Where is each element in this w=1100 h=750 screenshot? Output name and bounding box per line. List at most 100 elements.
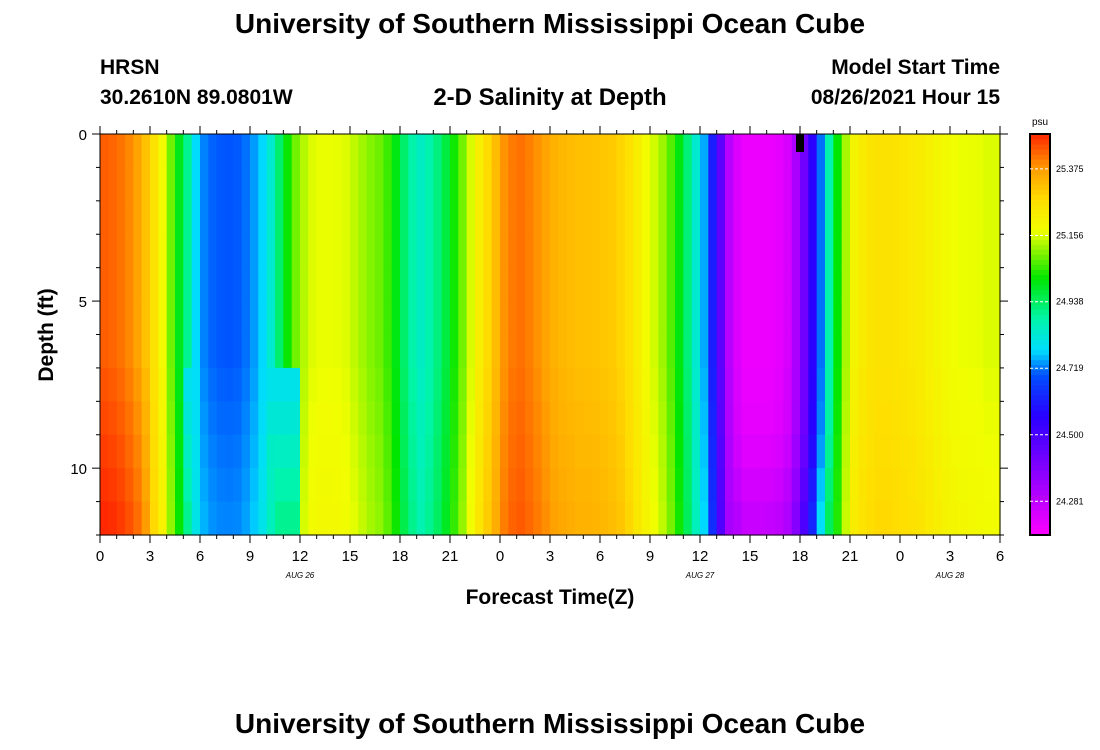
- heatmap-cell: [125, 501, 134, 536]
- heatmap-cell: [875, 434, 884, 469]
- heatmap-cell: [808, 200, 818, 235]
- heatmap-cell: [366, 468, 376, 503]
- heatmap-cell: [383, 267, 393, 302]
- heatmap-cell: [683, 200, 693, 235]
- heatmap-cell: [566, 134, 576, 169]
- heatmap-cell: [783, 501, 793, 536]
- heatmap-cell: [941, 167, 951, 202]
- heatmap-cell: [266, 234, 276, 269]
- heatmap-cell: [966, 501, 976, 536]
- heatmap-cell: [341, 434, 351, 469]
- heatmap-cell: [691, 200, 701, 235]
- heatmap-cell: [833, 200, 843, 235]
- heatmap-cell: [116, 401, 126, 436]
- heatmap-cell: [625, 200, 634, 235]
- heatmap-cell: [716, 468, 726, 503]
- heatmap-cell: [950, 234, 959, 269]
- heatmap-cell: [658, 167, 668, 202]
- heatmap-cell: [258, 267, 268, 302]
- heatmap-cell: [225, 167, 234, 202]
- heatmap-cell: [200, 234, 209, 269]
- heatmap-cell: [958, 134, 968, 169]
- heatmap-cell: [775, 301, 784, 336]
- heatmap-cell: [891, 401, 901, 436]
- heatmap-cell: [383, 501, 393, 536]
- heatmap-cell: [133, 200, 143, 235]
- heatmap-cell: [941, 200, 951, 235]
- heatmap-cell: [408, 301, 418, 336]
- heatmap-cell: [508, 267, 518, 302]
- heatmap-cell: [566, 334, 576, 369]
- heatmap-cell: [475, 434, 484, 469]
- heatmap-cell: [875, 134, 884, 169]
- heatmap-cell: [325, 200, 334, 235]
- heatmap-cell: [883, 367, 893, 402]
- heatmap-cell: [550, 334, 559, 369]
- heatmap-cell: [533, 234, 543, 269]
- heatmap-cell: [575, 267, 584, 302]
- heatmap-cell: [358, 301, 368, 336]
- heatmap-cell: [425, 468, 434, 503]
- heatmap-cell: [100, 267, 109, 302]
- heatmap-cell: [491, 367, 501, 402]
- heatmap-cell: [991, 501, 1001, 536]
- heatmap-cell: [958, 334, 968, 369]
- heatmap-cell: [400, 301, 409, 336]
- heatmap-cell: [766, 167, 776, 202]
- heatmap-cell: [941, 367, 951, 402]
- heatmap-cell: [566, 200, 576, 235]
- heatmap-cell: [366, 401, 376, 436]
- heatmap-cell: [275, 334, 284, 369]
- heatmap-cell: [191, 200, 201, 235]
- colorbar-segment: [1030, 224, 1050, 230]
- heatmap-cell: [183, 234, 193, 269]
- heatmap-cell: [425, 167, 434, 202]
- heatmap-cell: [525, 367, 534, 402]
- heatmap-cell: [816, 468, 826, 503]
- heatmap-cell: [583, 267, 593, 302]
- heatmap-cell: [850, 200, 859, 235]
- heatmap-cell: [200, 200, 209, 235]
- heatmap-cell: [641, 367, 651, 402]
- heatmap-cell: [850, 367, 859, 402]
- heatmap-cell: [633, 234, 643, 269]
- heatmap-cell: [141, 267, 151, 302]
- heatmap-cell: [675, 167, 684, 202]
- heatmap-cell: [716, 301, 726, 336]
- heatmap-cell: [308, 267, 318, 302]
- heatmap-cell: [583, 167, 593, 202]
- heatmap-cell: [883, 234, 893, 269]
- heatmap-cell: [808, 434, 818, 469]
- heatmap-cell: [933, 367, 943, 402]
- heatmap-cell: [258, 367, 268, 402]
- heatmap-cell: [300, 267, 309, 302]
- heatmap-cell: [533, 334, 543, 369]
- heatmap-cell: [158, 468, 168, 503]
- heatmap-cell: [983, 301, 993, 336]
- heatmap-cell: [333, 267, 343, 302]
- heatmap-cell: [483, 167, 493, 202]
- heatmap-cell: [558, 167, 568, 202]
- heatmap-cell: [325, 234, 334, 269]
- heatmap-cell: [300, 367, 309, 402]
- heatmap-cell: [316, 401, 326, 436]
- heatmap-cell: [233, 434, 243, 469]
- heatmap-cell: [341, 367, 351, 402]
- heatmap-cell: [808, 301, 818, 336]
- heatmap-cell: [650, 267, 659, 302]
- heatmap-cell: [666, 301, 676, 336]
- heatmap-cell: [783, 267, 793, 302]
- heatmap-cell: [425, 301, 434, 336]
- heatmap-cell: [408, 367, 418, 402]
- heatmap-cell: [633, 334, 643, 369]
- heatmap-cell: [691, 134, 701, 169]
- heatmap-cell: [708, 468, 718, 503]
- heatmap-cell: [558, 234, 568, 269]
- heatmap-cell: [100, 501, 109, 536]
- heatmap-cell: [141, 167, 151, 202]
- heatmap-cell: [858, 167, 868, 202]
- heatmap-cell: [833, 468, 843, 503]
- heatmap-cell: [333, 367, 343, 402]
- heatmap-cell: [833, 501, 843, 536]
- heatmap-cell: [400, 468, 409, 503]
